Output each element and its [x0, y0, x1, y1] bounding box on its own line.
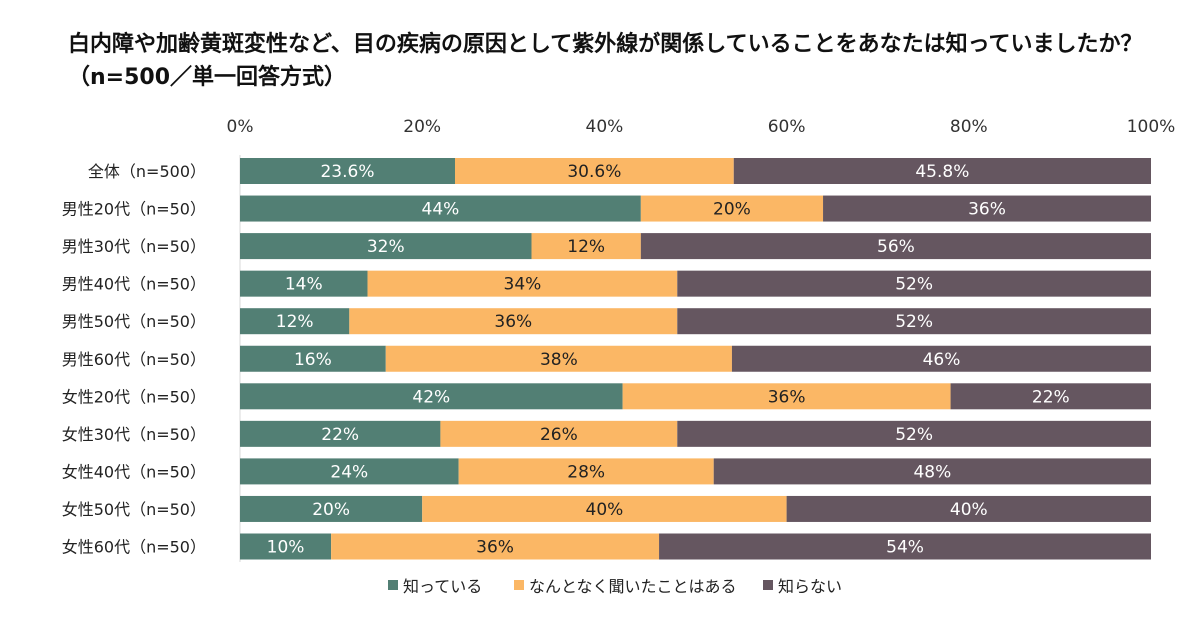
category-label: 女性40代（n=50）: [62, 462, 206, 481]
data-label: 22%: [1032, 387, 1070, 407]
legend-swatch: [514, 580, 524, 590]
category-label: 男性60代（n=50）: [62, 350, 206, 369]
data-label: 22%: [321, 425, 359, 445]
data-label: 48%: [913, 462, 951, 482]
data-label: 52%: [895, 312, 933, 332]
data-label: 36%: [476, 538, 514, 558]
bar-segment: [733, 158, 1151, 184]
data-label: 52%: [895, 425, 933, 445]
category-label: 男性20代（n=50）: [62, 200, 206, 219]
data-label: 40%: [950, 500, 988, 520]
data-label: 44%: [422, 200, 460, 220]
data-label: 28%: [567, 462, 605, 482]
data-label: 36%: [494, 312, 532, 332]
data-label: 45.8%: [915, 162, 969, 182]
bar-segment: [677, 420, 1151, 447]
bar-segment: [240, 533, 332, 560]
bar-segment: [440, 420, 678, 447]
bar-segment: [240, 233, 532, 260]
bar-segment: [240, 270, 368, 297]
bar-segment: [731, 345, 1151, 372]
bar-segment: [422, 495, 787, 522]
chart-title: 白内障や加齢黄斑変性など、目の疾病の原因として紫外線が関係していることをあなたは…: [68, 32, 1143, 90]
bar-segment: [640, 195, 824, 222]
data-label: 36%: [968, 200, 1006, 220]
bar-segment: [458, 458, 714, 485]
bar-segment: [240, 308, 350, 335]
data-label: 16%: [294, 350, 332, 370]
x-tick-label: 60%: [768, 117, 806, 137]
data-label: 42%: [412, 387, 450, 407]
bar-segment: [786, 495, 1151, 522]
bar-segment: [713, 458, 1151, 485]
data-label: 20%: [713, 200, 751, 220]
data-label: 40%: [586, 500, 624, 520]
bar-segment: [677, 308, 1151, 335]
category-label: 女性30代（n=50）: [62, 425, 206, 444]
bar-segment: [240, 195, 641, 222]
data-label: 32%: [367, 237, 405, 257]
data-label: 38%: [540, 350, 578, 370]
data-label: 54%: [886, 538, 924, 558]
legend-swatch: [388, 580, 398, 590]
category-label: 全体（n=500）: [88, 162, 206, 181]
data-label: 14%: [285, 275, 323, 295]
bar-segment: [677, 270, 1151, 297]
x-tick-label: 40%: [586, 117, 624, 137]
legend-swatch: [763, 580, 773, 590]
bar-segment: [531, 233, 641, 260]
data-label: 10%: [267, 538, 305, 558]
x-tick-label: 100%: [1127, 117, 1176, 137]
data-label: 46%: [923, 350, 961, 370]
bar-segment: [331, 533, 660, 560]
bar-segment: [349, 308, 678, 335]
bar-segment: [454, 158, 734, 184]
data-label: 52%: [895, 275, 933, 295]
bar-segment: [240, 495, 423, 522]
x-tick-label: 80%: [950, 117, 988, 137]
bar-segment: [640, 233, 1151, 260]
category-label: 男性30代（n=50）: [62, 237, 206, 256]
category-label: 女性20代（n=50）: [62, 387, 206, 406]
bar-segment: [240, 345, 386, 372]
bar-segment: [950, 383, 1151, 410]
data-label: 12%: [567, 237, 605, 257]
data-label: 23.6%: [320, 162, 374, 182]
bar-segment: [385, 345, 732, 372]
category-label: 男性40代（n=50）: [62, 275, 206, 294]
bar-segment: [240, 158, 455, 184]
data-label: 34%: [504, 275, 542, 295]
category-label: 女性50代（n=50）: [62, 500, 206, 519]
legend-label: なんとなく聞いたことはある: [529, 577, 737, 596]
bar-segment: [240, 458, 459, 485]
x-tick-label: 20%: [403, 117, 441, 137]
bar-segment: [823, 195, 1151, 222]
bar-segment: [240, 420, 441, 447]
data-label: 20%: [312, 500, 350, 520]
category-label: 男性50代（n=50）: [62, 312, 206, 331]
bar-segment: [367, 270, 678, 297]
category-label: 女性60代（n=50）: [62, 538, 206, 557]
data-label: 56%: [877, 237, 915, 257]
data-label: 30.6%: [567, 162, 621, 182]
bar-segment: [622, 383, 951, 410]
x-tick-label: 0%: [227, 117, 254, 137]
bar-segment: [240, 383, 623, 410]
data-label: 36%: [768, 387, 806, 407]
data-label: 12%: [276, 312, 314, 332]
legend-label: 知っている: [403, 577, 482, 596]
legend-label: 知らない: [778, 577, 842, 596]
data-label: 24%: [330, 462, 368, 482]
bar-segment: [659, 533, 1151, 560]
data-label: 26%: [540, 425, 578, 445]
